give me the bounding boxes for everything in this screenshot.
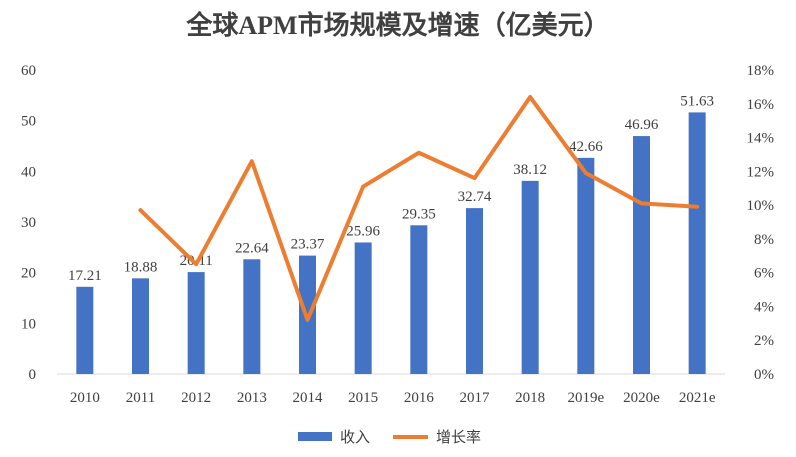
x-tick-label: 2014 bbox=[293, 390, 324, 406]
bar-data-label: 22.64 bbox=[235, 240, 269, 256]
x-tick-label: 2016 bbox=[404, 390, 435, 406]
left-tick-label: 0 bbox=[29, 367, 37, 383]
bar bbox=[466, 208, 483, 374]
legend-swatch-revenue bbox=[298, 432, 332, 441]
right-tick-label: 18% bbox=[747, 63, 775, 79]
bar bbox=[521, 180, 539, 374]
legend: 收入 增长率 bbox=[298, 429, 481, 446]
left-tick-label: 60 bbox=[21, 63, 36, 79]
bar-data-label: 32.74 bbox=[458, 189, 492, 205]
growth-point bbox=[361, 185, 365, 189]
x-tick-label: 2018 bbox=[515, 390, 545, 406]
bar bbox=[187, 272, 205, 374]
bar-data-label: 51.63 bbox=[680, 93, 714, 109]
right-tick-label: 4% bbox=[754, 299, 774, 315]
growth-point bbox=[473, 176, 476, 180]
x-tick-label: 2010 bbox=[70, 390, 100, 406]
bar-data-label: 18.88 bbox=[124, 259, 158, 275]
bar bbox=[410, 225, 428, 374]
left-tick-label: 40 bbox=[21, 164, 36, 180]
chart-title: 全球APM市场规模及增速（亿美元） bbox=[185, 10, 609, 40]
legend-label-growth: 增长率 bbox=[436, 429, 481, 446]
left-tick-label: 20 bbox=[21, 266, 36, 282]
growth-point bbox=[194, 262, 198, 266]
bar-data-label: 25.96 bbox=[346, 223, 380, 239]
growth-point bbox=[250, 159, 254, 163]
right-tick-label: 8% bbox=[754, 232, 774, 248]
x-tick-label: 2011 bbox=[126, 390, 155, 406]
right-tick-label: 2% bbox=[754, 333, 774, 349]
right-tick-label: 12% bbox=[747, 164, 775, 180]
x-tick-label: 2012 bbox=[181, 390, 211, 406]
bar-data-label: 29.35 bbox=[402, 206, 436, 222]
right-tick-label: 16% bbox=[747, 97, 775, 113]
bar-data-label: 38.12 bbox=[513, 162, 547, 178]
x-tick-label: 2021e bbox=[679, 390, 716, 406]
bar-data-label: 17.21 bbox=[68, 268, 102, 284]
bar bbox=[688, 112, 706, 375]
bar-data-label: 46.96 bbox=[625, 117, 659, 133]
left-tick-label: 10 bbox=[21, 316, 36, 332]
growth-point bbox=[528, 95, 532, 99]
x-tick-label: 2019e bbox=[567, 390, 604, 406]
bar-data-label: 23.37 bbox=[291, 237, 325, 253]
x-tick-label: 2020e bbox=[623, 390, 660, 406]
legend-label-revenue: 收入 bbox=[340, 429, 370, 446]
right-tick-label: 6% bbox=[754, 266, 774, 282]
left-tick-label: 50 bbox=[21, 114, 36, 130]
bar-data-label: 42.66 bbox=[569, 139, 603, 155]
left-tick-label: 30 bbox=[21, 215, 36, 231]
growth-point bbox=[584, 171, 588, 175]
x-tick-label: 2013 bbox=[237, 390, 267, 406]
right-tick-label: 10% bbox=[747, 198, 775, 214]
bar bbox=[577, 157, 595, 374]
growth-point bbox=[417, 151, 421, 155]
right-tick-label: 0% bbox=[754, 367, 774, 383]
x-tick-label: 2015 bbox=[348, 390, 378, 406]
growth-point bbox=[306, 318, 309, 322]
x-tick-label: 2017 bbox=[460, 390, 491, 406]
bar bbox=[132, 278, 149, 374]
bar bbox=[633, 136, 650, 374]
bar bbox=[76, 286, 94, 374]
growth-point bbox=[640, 201, 643, 205]
growth-point bbox=[695, 205, 699, 209]
bar bbox=[243, 259, 261, 374]
bar bbox=[354, 242, 372, 374]
growth-point bbox=[139, 208, 142, 212]
right-tick-label: 14% bbox=[747, 131, 775, 147]
